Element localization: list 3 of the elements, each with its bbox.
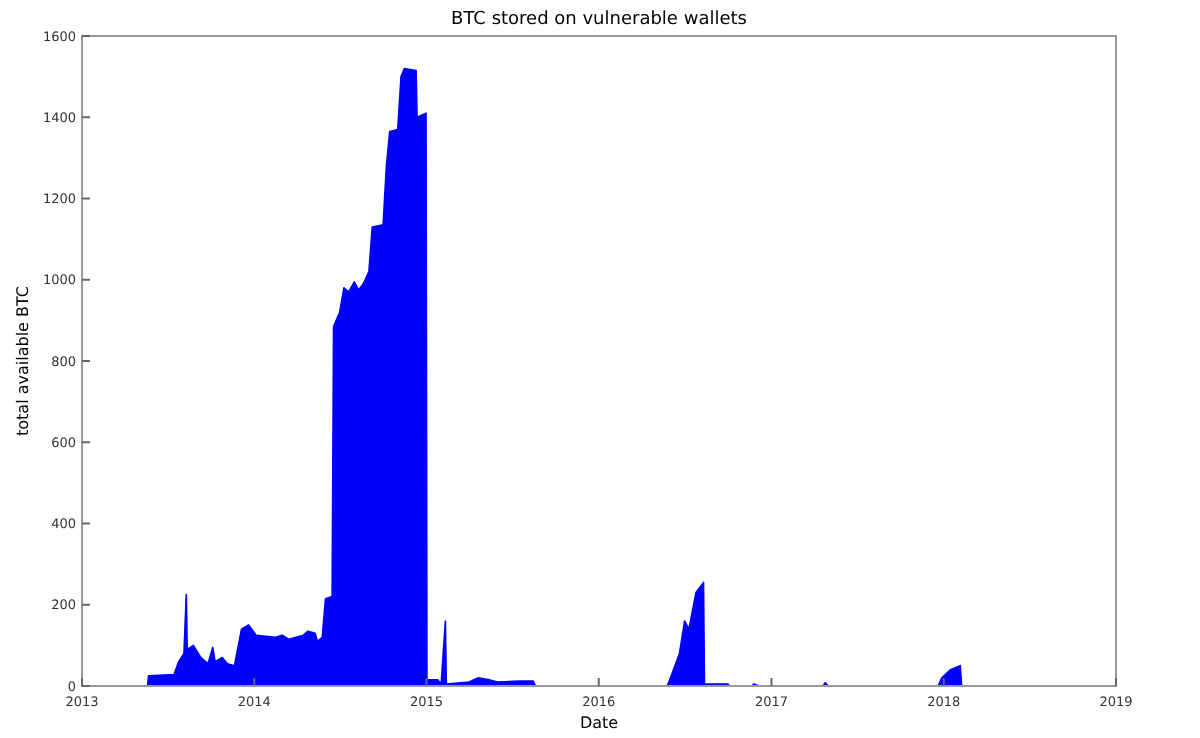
chart-title: BTC stored on vulnerable wallets	[451, 10, 748, 30]
x-axis-title: Date	[579, 714, 619, 732]
y-axis-title: total available BTC	[14, 285, 32, 436]
